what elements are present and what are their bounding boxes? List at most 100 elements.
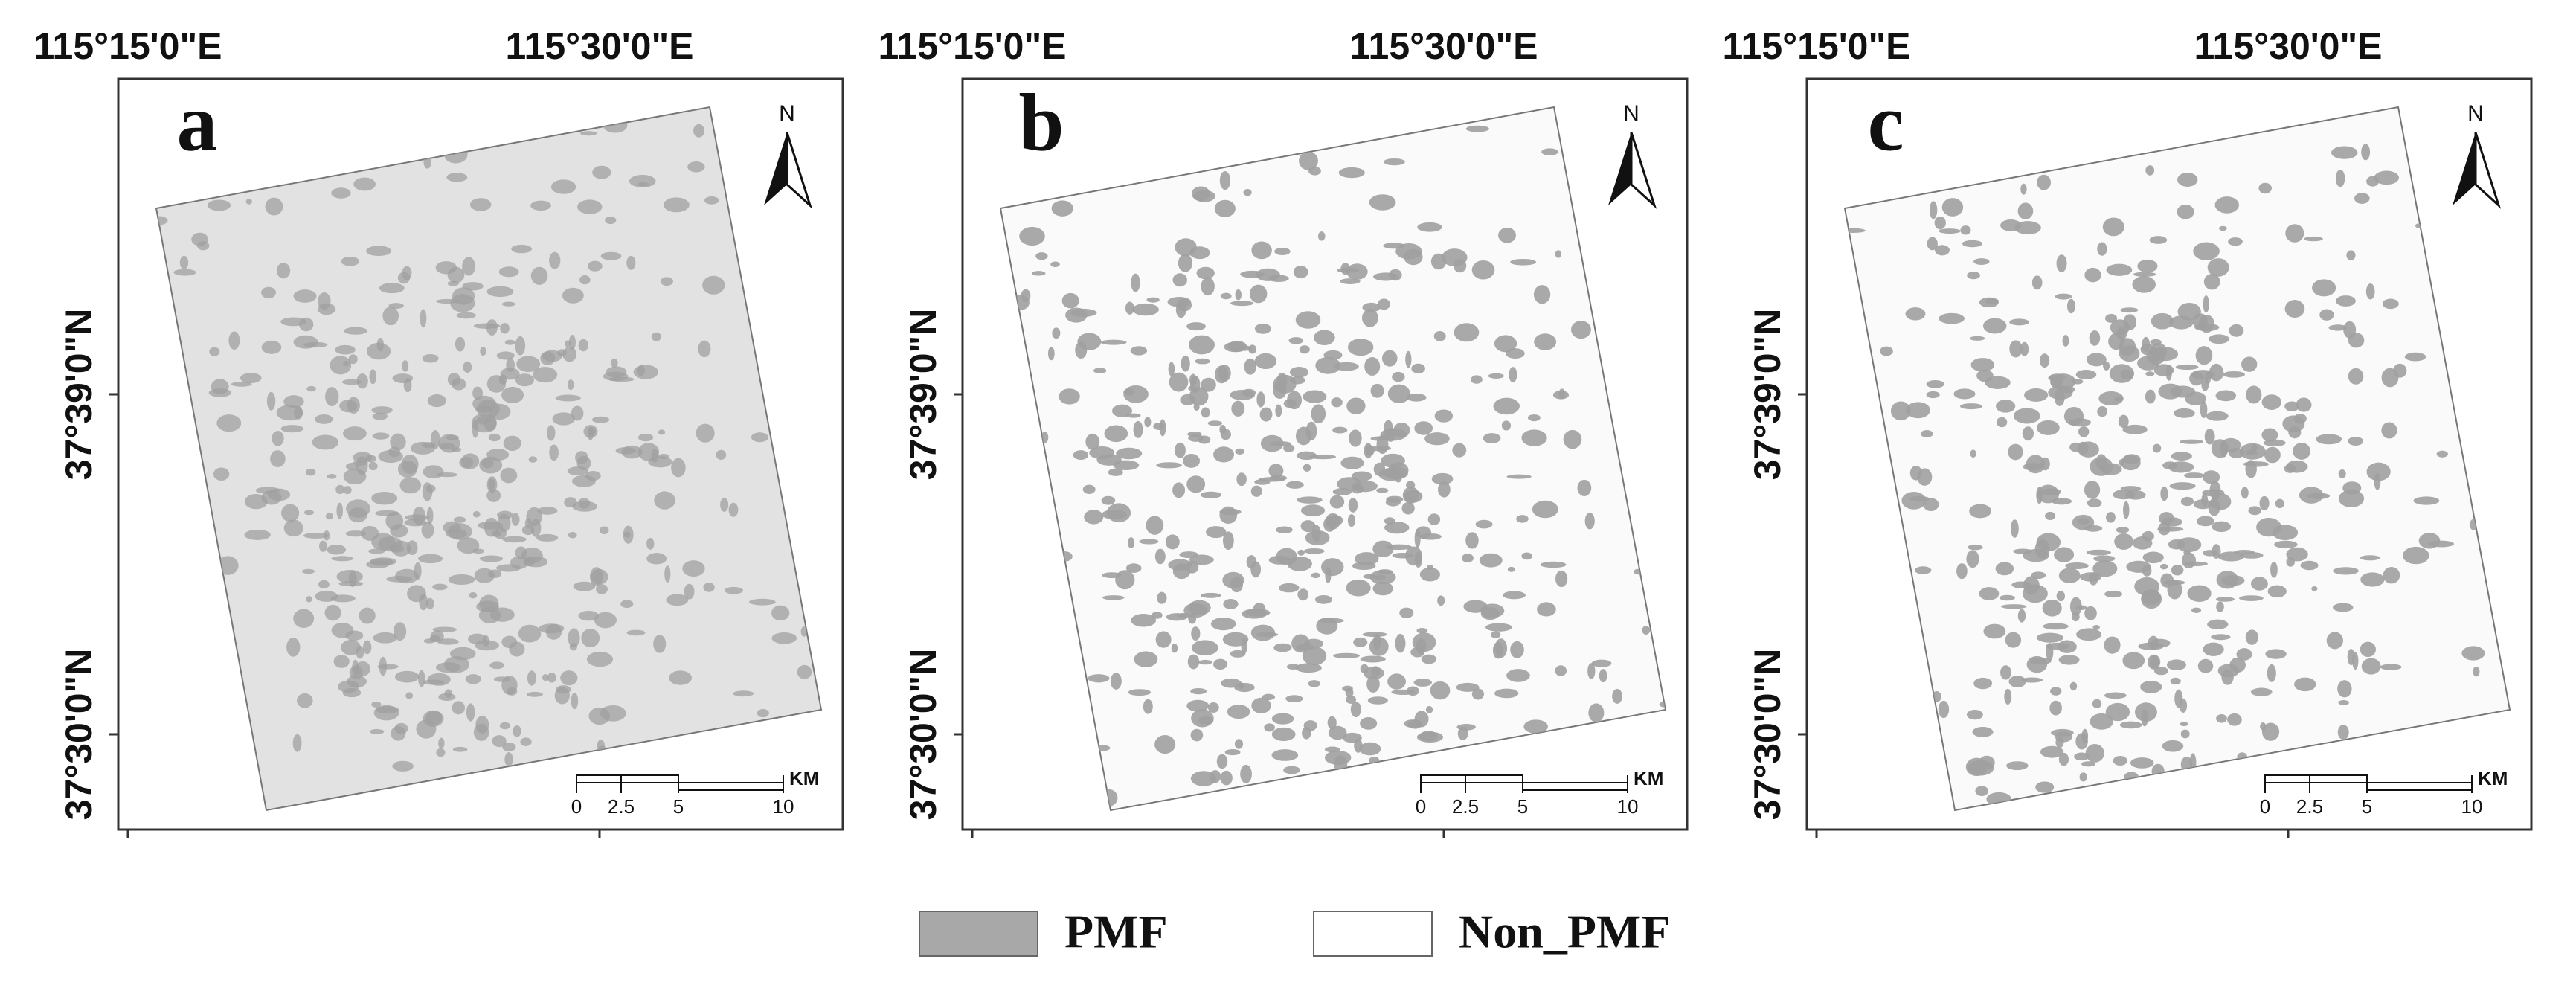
pmf-patch bbox=[1190, 771, 1217, 786]
pmf-patch bbox=[2090, 713, 2113, 730]
pmf-patch bbox=[2236, 648, 2252, 661]
pmf-patch bbox=[568, 335, 576, 350]
pmf-patch bbox=[1419, 567, 1440, 582]
pmf-patch bbox=[2159, 563, 2168, 570]
north-arrow-left bbox=[2453, 132, 2476, 205]
pmf-patch bbox=[1269, 441, 1292, 446]
pmf-patch bbox=[562, 346, 577, 362]
pmf-patch bbox=[2201, 378, 2209, 391]
pmf-patch bbox=[2174, 689, 2183, 708]
pmf-patch bbox=[500, 323, 510, 334]
pmf-patch bbox=[1295, 311, 1321, 329]
pmf-patch bbox=[703, 583, 715, 592]
pmf-patch bbox=[2037, 420, 2060, 435]
pmf-patch bbox=[2024, 388, 2049, 402]
pmf-patch bbox=[542, 673, 549, 681]
pmf-patch bbox=[466, 703, 475, 722]
pmf-patch bbox=[1369, 194, 1396, 211]
scale-unit: KM bbox=[2478, 767, 2508, 789]
pmf-patch bbox=[1125, 301, 1134, 315]
pmf-patch bbox=[1584, 513, 1595, 530]
pmf-patch bbox=[421, 522, 434, 539]
pmf-patch bbox=[1302, 647, 1327, 666]
x-coord-label: 115°30'0"E bbox=[2194, 25, 2382, 67]
pmf-patch bbox=[486, 489, 501, 502]
pmf-patch bbox=[1241, 638, 1247, 655]
pmf-patch bbox=[486, 319, 498, 336]
pmf-patch bbox=[1271, 713, 1294, 725]
pmf-patch bbox=[1187, 654, 1200, 670]
pmf-patch bbox=[2338, 699, 2349, 705]
pmf-patch bbox=[1146, 297, 1160, 303]
pmf-patch bbox=[555, 394, 581, 402]
pmf-patch bbox=[293, 609, 315, 628]
pmf-patch bbox=[1303, 390, 1327, 403]
pmf-patch bbox=[2057, 640, 2077, 653]
pmf-patch bbox=[1303, 548, 1325, 554]
pmf-patch bbox=[671, 458, 686, 478]
pmf-patch bbox=[2191, 370, 2215, 380]
pmf-patch bbox=[2304, 236, 2323, 242]
pmf-patch bbox=[594, 612, 617, 629]
pmf-patch bbox=[1434, 409, 1454, 423]
pmf-patch bbox=[2026, 455, 2046, 474]
pmf-patch bbox=[2097, 242, 2107, 256]
pmf-patch bbox=[450, 294, 475, 312]
pmf-patch bbox=[2261, 428, 2278, 442]
pmf-patch bbox=[1031, 271, 1046, 276]
pmf-patch bbox=[1273, 643, 1292, 652]
pmf-patch bbox=[1999, 594, 2015, 601]
scale-label: 10 bbox=[773, 795, 794, 818]
pmf-patch bbox=[469, 591, 478, 599]
pmf-patch bbox=[1430, 253, 1447, 270]
pmf-patch bbox=[1465, 125, 1489, 132]
pmf-patch bbox=[1172, 273, 1187, 287]
pmf-patch bbox=[1201, 277, 1215, 296]
pmf-patch bbox=[2022, 426, 2034, 441]
scale-seg bbox=[2264, 774, 2368, 783]
pmf-patch bbox=[658, 454, 669, 460]
pmf-patch bbox=[368, 548, 385, 554]
pmf-patch bbox=[438, 443, 455, 450]
pmf-patch bbox=[1250, 485, 1262, 497]
pmf-patch bbox=[377, 664, 399, 670]
pmf-patch bbox=[2000, 665, 2011, 680]
pmf-patch bbox=[1342, 732, 1362, 743]
scale-label: 0 bbox=[571, 795, 582, 818]
pmf-patch bbox=[422, 353, 439, 363]
pmf-patch bbox=[173, 269, 196, 276]
pmf-patch bbox=[1376, 487, 1389, 493]
pmf-patch bbox=[2284, 401, 2300, 411]
pmf-patch bbox=[1143, 699, 1153, 714]
pmf-patch bbox=[771, 632, 797, 644]
pmf-patch bbox=[1305, 530, 1330, 545]
pmf-patch bbox=[1276, 372, 1288, 391]
pmf-patch bbox=[651, 332, 662, 341]
pmf-patch bbox=[2035, 781, 2055, 793]
pmf-patch bbox=[1399, 607, 1414, 618]
pmf-patch bbox=[1431, 472, 1454, 485]
pmf-patch bbox=[386, 576, 412, 583]
pmf-patch bbox=[1393, 423, 1410, 438]
pmf-patch bbox=[1370, 436, 1388, 441]
pmf-patch bbox=[1969, 336, 1985, 341]
pmf-patch bbox=[1414, 421, 1433, 435]
pmf-patch bbox=[567, 379, 574, 391]
pmf-patch bbox=[571, 692, 579, 710]
pmf-patch bbox=[1134, 651, 1158, 667]
pmf-patch bbox=[2299, 487, 2324, 504]
pmf-patch bbox=[283, 519, 303, 537]
pmf-patch bbox=[2141, 709, 2148, 727]
pmf-patch bbox=[1516, 515, 1529, 523]
pmf-patch bbox=[1110, 673, 1122, 690]
pmf-patch bbox=[1331, 397, 1343, 408]
pmf-patch bbox=[2223, 371, 2245, 378]
pmf-patch bbox=[2177, 204, 2194, 219]
pmf-patch bbox=[301, 568, 315, 574]
pmf-patch bbox=[654, 491, 675, 510]
pmf-patch bbox=[1125, 563, 1142, 574]
pmf-patch bbox=[2228, 448, 2245, 458]
pmf-patch bbox=[591, 568, 608, 585]
pmf-patch bbox=[1189, 246, 1210, 260]
pmf-patch bbox=[2214, 196, 2240, 214]
